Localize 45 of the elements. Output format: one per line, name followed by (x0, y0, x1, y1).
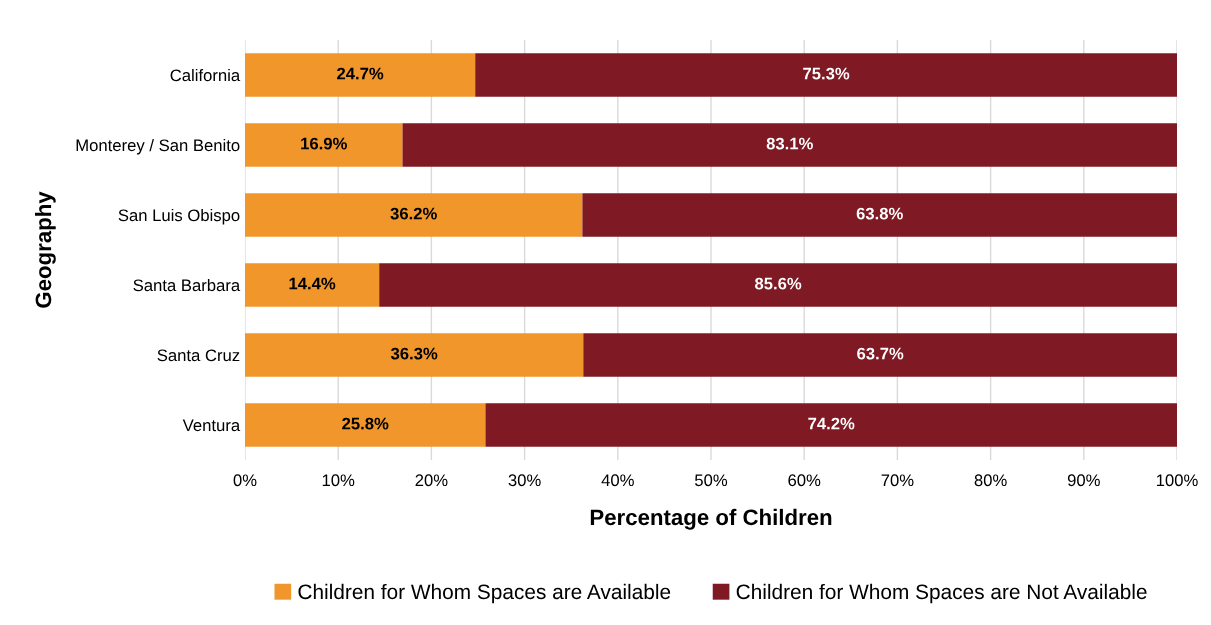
data-label: 24.7% (337, 67, 384, 80)
bar (245, 53, 476, 97)
bar (475, 53, 1177, 97)
data-label: 25.8% (342, 417, 389, 430)
data-label: 74.2% (808, 417, 855, 430)
x-tick-label: 100% (1156, 474, 1198, 487)
bar (582, 193, 1177, 237)
bar (245, 263, 380, 307)
x-tick-label: 20% (415, 474, 448, 487)
data-label: 36.3% (390, 347, 438, 360)
bar (583, 333, 1177, 377)
bar (245, 333, 584, 377)
x-tick-label: 80% (974, 474, 1007, 487)
data-label: 83.1% (766, 137, 813, 150)
data-label: 85.6% (755, 277, 802, 290)
bar (245, 403, 486, 447)
y-tick-label: Santa Barbara (133, 278, 241, 292)
x-axis-title: Percentage of Children (590, 508, 832, 530)
bar (379, 263, 1177, 307)
data-label: 16.9% (301, 137, 347, 150)
y-tick-label: Santa Cruz (157, 349, 240, 362)
bar (485, 403, 1177, 447)
x-tick-label: 10% (322, 474, 355, 487)
x-tick-label: 40% (601, 474, 634, 487)
bar (245, 123, 403, 167)
data-label: 36.2% (390, 207, 437, 220)
y-tick-label: California (170, 68, 241, 82)
y-tick-label: Ventura (182, 419, 241, 432)
legend-label: Children for Whom Spaces are Available (298, 583, 671, 604)
data-label: 14.4% (289, 277, 336, 290)
bar (402, 123, 1177, 167)
x-tick-label: 70% (881, 474, 914, 487)
x-tick-label: 90% (1067, 474, 1100, 487)
x-tick-label: 0% (233, 474, 257, 487)
bar (245, 193, 583, 237)
data-label: 75.3% (803, 67, 850, 80)
data-label: 63.8% (856, 207, 903, 220)
x-tick-label: 30% (508, 474, 541, 487)
y-tick-label: San Luis Obispo (118, 208, 240, 225)
data-label: 63.7% (857, 347, 904, 360)
x-tick-label: 60% (788, 474, 821, 487)
x-tick-label: 50% (694, 474, 728, 487)
y-axis-title: Geography (34, 191, 56, 308)
y-tick-label: Monterey / San Benito (76, 138, 240, 155)
legend-label: Children for Whom Spaces are Not Available (736, 583, 1147, 604)
